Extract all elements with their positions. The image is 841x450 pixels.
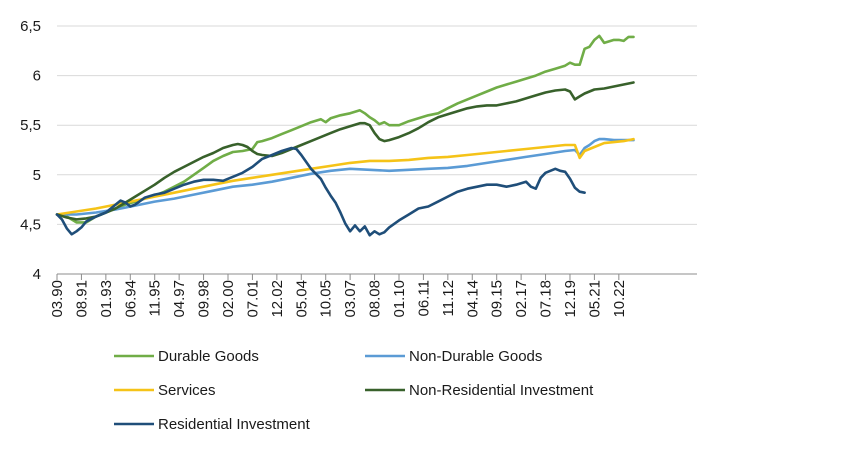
x-tick-label: 04.14 [464, 280, 481, 318]
y-tick-label: 6 [33, 68, 41, 85]
x-tick-label: 12.19 [562, 280, 579, 318]
legend-item-durable-goods: Durable Goods [114, 348, 259, 365]
x-tick-label: 09.15 [489, 280, 506, 318]
x-tick-label: 08.08 [367, 280, 384, 318]
x-tick-label: 10.22 [611, 280, 628, 318]
series-line-residential-investment [55, 146, 586, 237]
gridlines [57, 25, 697, 225]
x-tick-label: 02.00 [220, 280, 237, 318]
x-tick-label: 12.02 [269, 280, 286, 318]
y-tick-label: 6,5 [20, 18, 41, 35]
x-tick-label: 03.90 [49, 280, 66, 318]
x-axis: 03.90 08.91 01.93 06.94 11.95 04.97 09.98 02.00… [49, 273, 697, 318]
x-tick-label: 05.21 [586, 280, 603, 318]
x-tick-label: 09.98 [196, 280, 213, 318]
y-axis-tick-labels: 4 4,5 5 5,5 6 6,5 [20, 18, 41, 283]
x-tick-label: 06.94 [122, 280, 139, 318]
legend: Durable Goods Non-Durable Goods Services No… [114, 348, 594, 433]
legend-item-residential-investment: Residential Investment [114, 416, 311, 433]
y-tick-label: 4,5 [20, 216, 41, 233]
legend-label: Services [158, 382, 216, 399]
x-tick-label: 11.12 [440, 280, 457, 316]
legend-label: Non-Durable Goods [409, 348, 542, 365]
y-tick-label: 5,5 [20, 117, 41, 134]
legend-label: Residential Investment [158, 416, 311, 433]
x-tick-label: 10.05 [318, 280, 335, 318]
x-tick-label: 02.17 [513, 280, 530, 318]
legend-label: Durable Goods [158, 348, 259, 365]
legend-item-non-residential-investment: Non-Residential Investment [365, 382, 594, 399]
y-tick-label: 4 [33, 266, 41, 283]
y-tick-label: 5 [33, 167, 41, 184]
x-tick-label: 11.95 [147, 280, 164, 316]
x-tick-label: 01.10 [391, 280, 408, 318]
series-lines [55, 34, 635, 237]
x-tick-label: 08.91 [73, 280, 90, 318]
x-tick-label: 03.07 [342, 280, 359, 318]
legend-label: Non-Residential Investment [409, 382, 594, 399]
series-line-services [55, 137, 635, 216]
x-tick-label: 01.93 [98, 280, 115, 318]
series-line-non-residential-investment [55, 81, 635, 221]
legend-item-services: Services [114, 382, 216, 399]
series-line-durable-goods [55, 34, 635, 224]
x-tick-label: 07.01 [244, 280, 261, 318]
x-tick-label: 06.11 [415, 280, 432, 316]
x-tick-label: 04.97 [171, 280, 188, 318]
legend-item-non-durable-goods: Non-Durable Goods [365, 348, 542, 365]
series-line-non-durable-goods [55, 137, 635, 216]
x-tick-label: 07.18 [538, 280, 555, 318]
x-tick-label: 05.04 [293, 280, 310, 318]
